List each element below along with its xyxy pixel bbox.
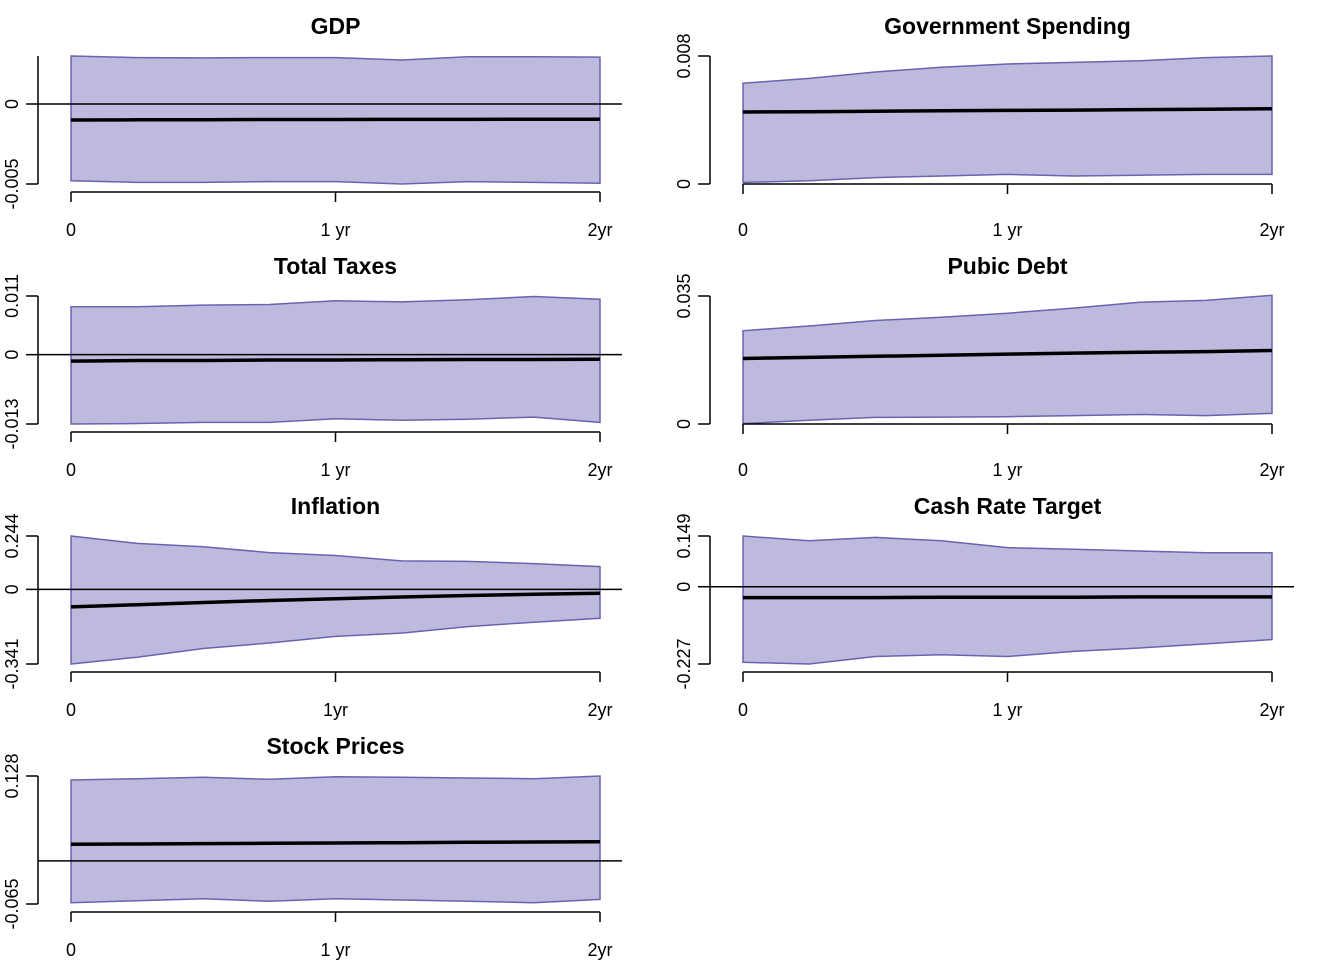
- median-response-line: [70, 357, 601, 363]
- y-tick-label: -0.227: [674, 638, 694, 689]
- x-tick-label: 2yr: [587, 700, 612, 720]
- x-tick-label: 0: [66, 700, 76, 720]
- panel-title: GDP: [311, 13, 361, 39]
- x-tick-label: 2yr: [587, 220, 612, 240]
- y-tick-label: 0: [674, 582, 694, 592]
- panel-2: -0.013 0 0.011 0 1 yr 2yr Total Taxes: [2, 253, 622, 480]
- median-response-line: [742, 348, 1273, 361]
- panel-title: Cash Rate Target: [914, 493, 1102, 519]
- y-tick-label: -0.341: [2, 638, 22, 689]
- x-tick-label: 2yr: [587, 460, 612, 480]
- x-tick-label: 0: [66, 220, 76, 240]
- x-tick-label: 2yr: [1259, 460, 1284, 480]
- x-tick-label: 1 yr: [992, 460, 1022, 480]
- x-tick-label: 1 yr: [320, 460, 350, 480]
- panel-0: -0.005 0 0 1 yr 2yr GDP: [2, 13, 622, 240]
- panel-5: -0.227 0 0.149 0 1 yr 2yr Cash Rate Target: [674, 493, 1294, 720]
- y-tick-label: 0.244: [2, 513, 22, 558]
- y-tick-label: 0: [2, 350, 22, 360]
- x-tick-label: 1 yr: [320, 220, 350, 240]
- credible-band: [742, 55, 1273, 184]
- y-tick-label: 0: [2, 99, 22, 109]
- y-tick-label: 0: [674, 179, 694, 189]
- y-tick-label: 0.128: [2, 753, 22, 798]
- x-tick-label: 0: [66, 460, 76, 480]
- panel-4: -0.341 0 0.244 0 1yr 2yr Inflation: [2, 493, 622, 720]
- panel-3: 0 0.035 0 1 yr 2yr Pubic Debt: [674, 253, 1285, 480]
- median-response-line: [70, 591, 601, 609]
- y-tick-label: 0: [2, 584, 22, 594]
- panel-1: 0 0.008 0 1 yr 2yr Government Spending: [674, 13, 1285, 240]
- y-tick-label: 0.008: [674, 33, 694, 78]
- credible-band: [70, 775, 601, 904]
- y-tick-label: 0.011: [2, 274, 22, 318]
- x-tick-label: 1 yr: [992, 700, 1022, 720]
- x-tick-label: 2yr: [1259, 220, 1284, 240]
- median-response-line: [70, 839, 601, 847]
- x-tick-label: 0: [738, 220, 748, 240]
- median-response-line: [743, 595, 1272, 600]
- credible-band: [742, 294, 1273, 425]
- x-tick-label: 0: [66, 940, 76, 960]
- y-tick-label: -0.005: [2, 158, 22, 209]
- x-tick-label: 1 yr: [992, 220, 1022, 240]
- median-response-line: [70, 117, 600, 122]
- y-tick-label: 0.035: [674, 273, 694, 318]
- x-tick-label: 0: [738, 460, 748, 480]
- credible-band: [742, 535, 1273, 665]
- y-tick-label: -0.013: [2, 398, 22, 449]
- x-tick-label: 2yr: [1259, 700, 1284, 720]
- panel-6: -0.065 0.128 0 1 yr 2yr Stock Prices: [2, 733, 622, 960]
- panel-title: Pubic Debt: [947, 253, 1067, 279]
- panel-title: Stock Prices: [266, 733, 404, 759]
- x-tick-label: 0: [738, 700, 748, 720]
- x-tick-label: 1yr: [323, 700, 348, 720]
- y-tick-label: -0.065: [2, 878, 22, 929]
- median-response-line: [742, 107, 1273, 114]
- y-tick-label: 0: [674, 419, 694, 429]
- panel-title: Government Spending: [884, 13, 1131, 39]
- x-tick-label: 1 yr: [320, 940, 350, 960]
- x-tick-label: 2yr: [587, 940, 612, 960]
- panel-title: Inflation: [291, 493, 380, 519]
- y-tick-label: 0.149: [674, 513, 694, 558]
- panel-title: Total Taxes: [274, 253, 397, 279]
